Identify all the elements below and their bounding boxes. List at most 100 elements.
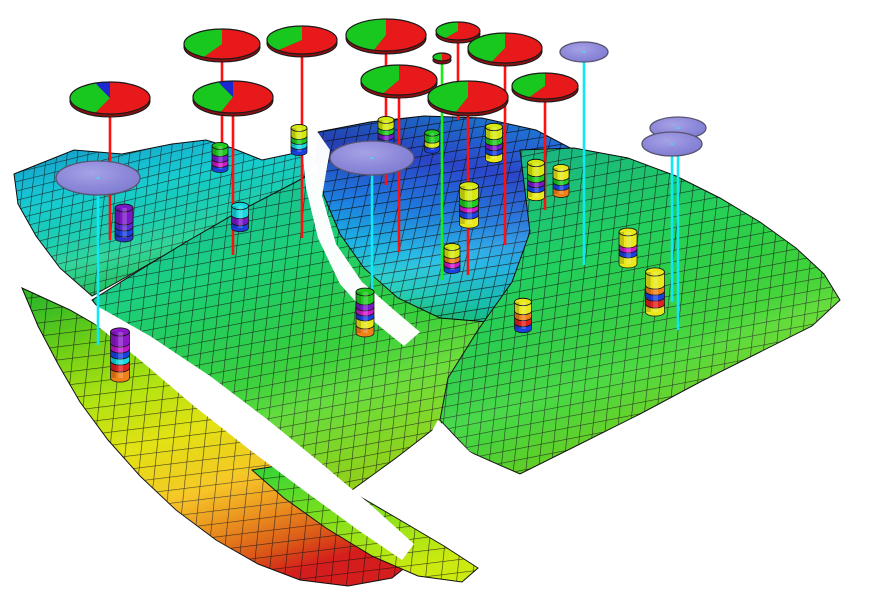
pie-marker[interactable] (432, 52, 452, 65)
log-band-highlight (430, 140, 435, 145)
well-log-cylinder[interactable] (485, 122, 503, 164)
log-band-highlight (118, 368, 124, 378)
log-band-highlight (122, 221, 127, 227)
pie-slice-3 (218, 81, 233, 97)
log-band-shading (444, 265, 449, 270)
log-band-shading (110, 368, 116, 378)
log-band-highlight (467, 204, 473, 209)
log-band-highlight (238, 215, 243, 222)
pie-slice-2 (512, 73, 545, 98)
well-log-cylinder[interactable] (514, 297, 532, 334)
pie-marker[interactable] (511, 72, 579, 103)
pie-marker[interactable] (69, 81, 151, 118)
log-band-shading (356, 301, 361, 307)
pie-marker[interactable] (360, 64, 438, 99)
log-band-4 (290, 145, 308, 156)
log-band-highlight (122, 208, 127, 221)
well-log-cylinder[interactable] (618, 227, 638, 269)
well-log-cylinder[interactable] (459, 181, 479, 229)
log-band-highlight (534, 163, 539, 173)
log-band-shading (459, 197, 465, 204)
log-band-shading (110, 361, 116, 368)
log-band-4 (114, 232, 134, 243)
pie-slice-2 (192, 82, 233, 113)
log-band-highlight (430, 145, 435, 150)
pie-marker[interactable] (427, 80, 509, 117)
pie-marker[interactable] (467, 32, 543, 67)
well-log-cylinder[interactable] (443, 243, 461, 274)
pie-marker-group[interactable] (69, 18, 579, 118)
log-band-shading (378, 137, 383, 142)
well-log-cylinder[interactable] (377, 116, 395, 146)
log-band-4 (443, 264, 461, 274)
violet-disc[interactable] (329, 140, 415, 176)
log-band-highlight (430, 133, 435, 140)
log-band-shading (527, 163, 533, 173)
log-band-shading (485, 127, 491, 136)
log-band-shading (514, 302, 520, 311)
disc-center-dot (670, 143, 674, 145)
log-band-shading (115, 233, 120, 238)
log-band-shading (356, 325, 361, 333)
disc-center-dot (370, 157, 374, 159)
well-log-cylinder[interactable] (114, 203, 134, 243)
violet-disc[interactable] (641, 131, 703, 157)
log-band-shading (645, 304, 651, 312)
log-band-shading (444, 255, 449, 260)
log-band-highlight (492, 152, 497, 159)
pie-marker[interactable] (435, 21, 481, 44)
log-band-highlight (297, 146, 302, 152)
pie-marker[interactable] (192, 80, 274, 117)
log-band-highlight (122, 233, 127, 238)
well-log-cylinder[interactable] (110, 327, 130, 383)
log-band-shading (459, 209, 465, 215)
pie-marker[interactable] (183, 28, 261, 63)
log-band-shading (527, 173, 533, 179)
log-band-shading (527, 189, 533, 197)
log-band-highlight (118, 355, 124, 361)
log-band-shading (485, 147, 491, 152)
pie-slice-2 (346, 19, 386, 51)
log-band-shading (110, 343, 116, 349)
pie-slice-1 (382, 65, 437, 96)
pie-marker[interactable] (266, 25, 338, 58)
log-band-shading (459, 186, 465, 197)
violet-disc[interactable] (559, 41, 609, 63)
well-log-cylinder[interactable] (355, 287, 375, 338)
well-log-cylinder[interactable] (211, 142, 229, 173)
log-band-highlight (450, 247, 455, 255)
log-band-highlight (626, 244, 631, 249)
well-log-cylinder[interactable] (424, 129, 440, 154)
well-log-cylinder[interactable] (552, 164, 570, 198)
pie-slice-3 (95, 82, 110, 98)
violet-disc[interactable] (55, 160, 141, 196)
pie-slice-1 (95, 82, 150, 115)
log-band-5 (485, 151, 503, 164)
pie-slice-2 (435, 22, 458, 39)
log-band-highlight (559, 187, 564, 194)
violet-disc-group[interactable] (55, 41, 707, 196)
log-band-shading (485, 142, 491, 147)
log-band-shading (619, 254, 624, 264)
log-band-shading (212, 153, 217, 159)
log-band-highlight (653, 291, 659, 297)
well-log-cylinder[interactable] (527, 158, 545, 202)
log-band-shading (444, 260, 449, 265)
disc-center-dot (96, 177, 100, 179)
well-log-cylinder[interactable] (231, 201, 249, 233)
log-band-highlight (384, 127, 389, 132)
log-band-highlight (492, 136, 497, 142)
log-band-highlight (521, 302, 526, 311)
well-log-cylinder[interactable] (290, 124, 308, 156)
well-log-cylinder[interactable] (645, 267, 665, 317)
pie-slice-1 (529, 73, 578, 100)
pie-marker[interactable] (345, 18, 427, 55)
well-log-group[interactable] (110, 116, 665, 383)
log-band-highlight (238, 222, 243, 228)
log-band-highlight (118, 349, 124, 355)
log-band-highlight (363, 312, 368, 317)
log-band-highlight (521, 317, 526, 323)
log-band-shading (424, 140, 429, 145)
